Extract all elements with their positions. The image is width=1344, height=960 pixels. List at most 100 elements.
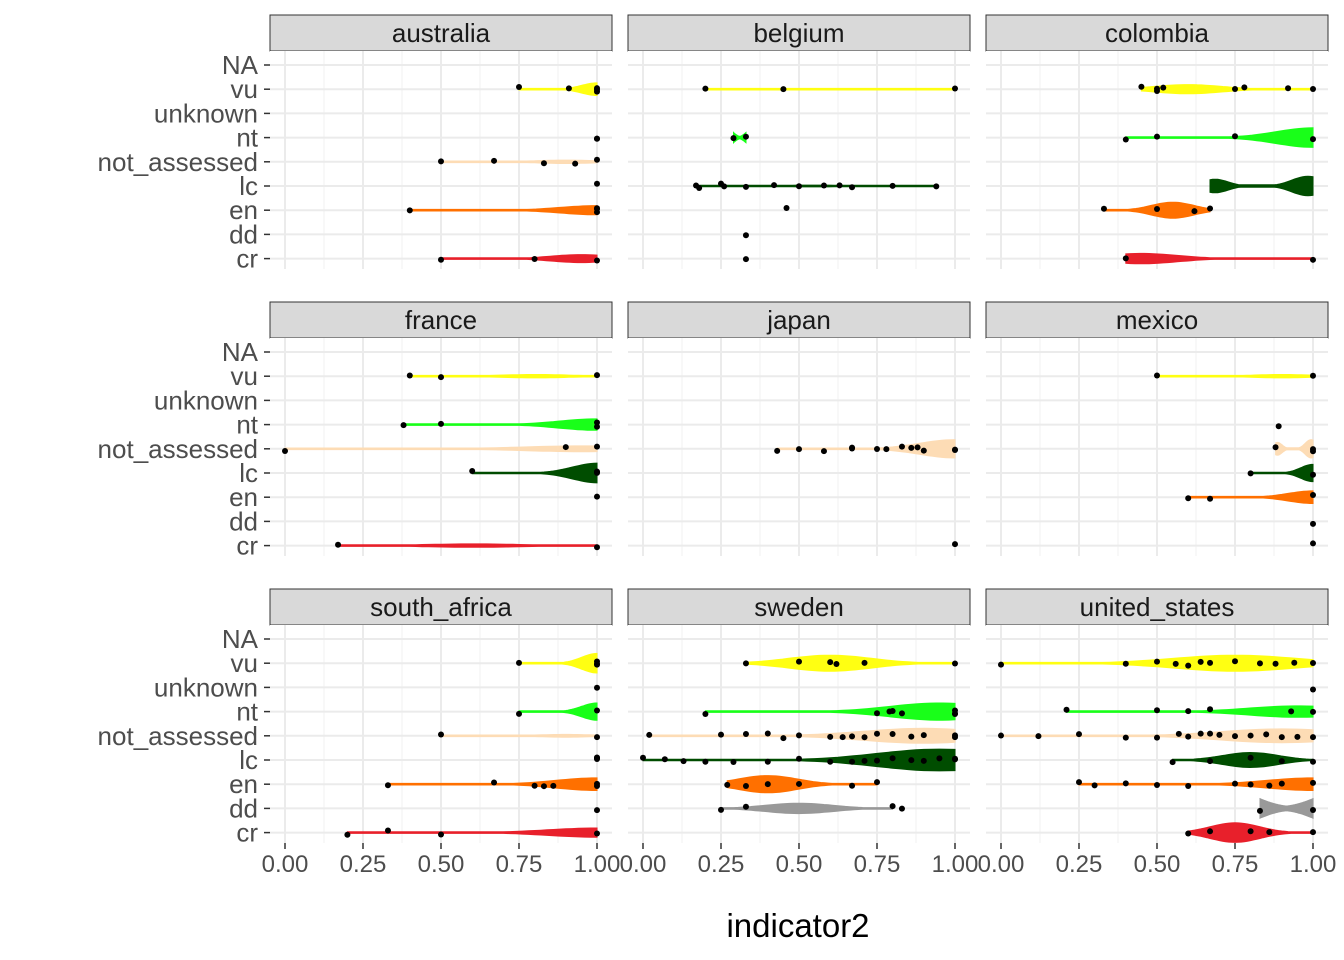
data-point-en <box>550 782 557 789</box>
data-point-vu <box>1232 86 1238 93</box>
data-point-not_assessed <box>914 444 921 451</box>
data-point-vu <box>998 661 1004 668</box>
facet-strip-label: australia <box>392 18 491 48</box>
y-tick-label: cr <box>236 244 258 274</box>
data-point-not_assessed <box>562 444 569 451</box>
data-point-vu <box>952 660 958 667</box>
data-point-vu <box>1154 85 1160 92</box>
data-point-en <box>1154 781 1160 788</box>
data-point-not_assessed <box>874 445 880 452</box>
x-tick-label: 0.25 <box>698 851 745 878</box>
data-point-nt <box>1232 133 1238 140</box>
data-point-dd <box>889 803 896 810</box>
data-point-not_assessed <box>774 447 781 454</box>
data-point-not_assessed <box>1185 733 1192 740</box>
data-point-vu <box>1291 659 1298 666</box>
data-point-vu <box>1232 658 1238 665</box>
data-point-vu <box>594 658 600 665</box>
data-point-en <box>1310 779 1316 786</box>
violin-lc <box>1250 463 1314 483</box>
x-tick-label: 0.50 <box>1134 851 1181 878</box>
data-point-not_assessed <box>796 732 802 739</box>
data-point-en <box>1247 781 1254 788</box>
data-point-dd <box>1256 807 1263 814</box>
data-point-nt <box>889 708 896 715</box>
data-point-not_assessed <box>1310 446 1316 453</box>
data-point-vu <box>1310 85 1316 92</box>
data-point-not_assessed <box>952 734 958 741</box>
data-point-en <box>1207 205 1214 212</box>
data-point-nt <box>516 710 522 717</box>
data-point-lc <box>594 180 600 187</box>
violin-nt <box>1125 127 1314 148</box>
data-point-lc <box>1310 471 1316 478</box>
data-point-cr <box>438 831 444 838</box>
data-point-not_assessed <box>1197 730 1204 737</box>
data-point-nt <box>898 710 905 717</box>
data-point-en <box>1266 782 1273 789</box>
data-point-not_assessed <box>861 734 868 741</box>
data-point-nt <box>400 422 407 429</box>
facet-strip-label: south_africa <box>370 592 512 622</box>
data-point-cr <box>1310 829 1316 836</box>
violin-vu <box>518 652 598 674</box>
data-point-nt <box>594 135 600 142</box>
data-point-cr <box>1247 828 1254 835</box>
data-point-en <box>1154 205 1160 212</box>
data-point-vu <box>1197 658 1204 665</box>
violin-cr <box>337 543 598 548</box>
violin-nt <box>733 131 747 145</box>
facet-strip-label: united_states <box>1080 592 1235 622</box>
data-point-en <box>783 204 790 211</box>
x-tick-label: 0.50 <box>776 851 823 878</box>
data-point-dd <box>742 232 749 239</box>
facet-strip <box>269 301 613 339</box>
data-point-unknown <box>1310 686 1316 693</box>
y-tick-label: lc <box>239 171 258 201</box>
data-point-vu <box>1310 659 1316 666</box>
data-point-nt <box>1288 708 1295 715</box>
data-point-not_assessed <box>998 732 1004 739</box>
facet-strip-label: france <box>405 305 477 335</box>
data-point-cr <box>594 257 600 264</box>
y-tick-label: cr <box>236 818 258 848</box>
y-tick-label: unknown <box>154 672 258 702</box>
violin-dd <box>1259 797 1314 819</box>
y-tick-label: NA <box>222 50 259 80</box>
data-point-dd <box>1310 806 1316 813</box>
data-point-en <box>1191 208 1198 215</box>
data-point-nt <box>1275 423 1282 430</box>
data-point-vu <box>952 85 958 92</box>
data-point-not_assessed <box>827 733 834 740</box>
data-point-vu <box>565 85 572 92</box>
data-point-not_assessed <box>1247 732 1254 739</box>
x-tick-label: 0.50 <box>418 851 465 878</box>
data-point-en <box>531 782 538 789</box>
data-point-cr <box>594 830 600 837</box>
data-point-not_assessed <box>718 731 724 738</box>
x-tick-label: 1.00 <box>932 851 979 878</box>
data-point-nt <box>594 707 600 714</box>
data-point-vu <box>1138 83 1145 90</box>
data-point-cr <box>1266 829 1273 836</box>
data-point-not_assessed <box>1310 734 1316 741</box>
data-point-not_assessed <box>1035 733 1042 740</box>
data-point-en <box>724 781 731 788</box>
facet-united_states: united_states 0.00 0.25 0.50 0.75 1.00 <box>978 588 1337 878</box>
data-point-en <box>1185 782 1192 789</box>
data-point-lc <box>933 183 940 190</box>
data-point-not_assessed <box>572 160 579 167</box>
x-tick-label: 1.00 <box>1290 851 1337 878</box>
data-point-not_assessed <box>849 733 856 740</box>
data-point-lc <box>1310 758 1316 765</box>
data-point-nt <box>1154 707 1160 714</box>
data-point-lc <box>702 758 709 765</box>
data-point-vu <box>516 659 522 666</box>
facet-strip <box>627 588 971 626</box>
data-point-vu <box>1256 660 1263 667</box>
y-tick-label: vu <box>231 74 258 104</box>
facet-strip-label: mexico <box>1116 305 1198 335</box>
data-point-lc <box>742 183 749 190</box>
data-point-lc <box>661 756 668 763</box>
x-tick-label: 0.75 <box>1212 851 1259 878</box>
